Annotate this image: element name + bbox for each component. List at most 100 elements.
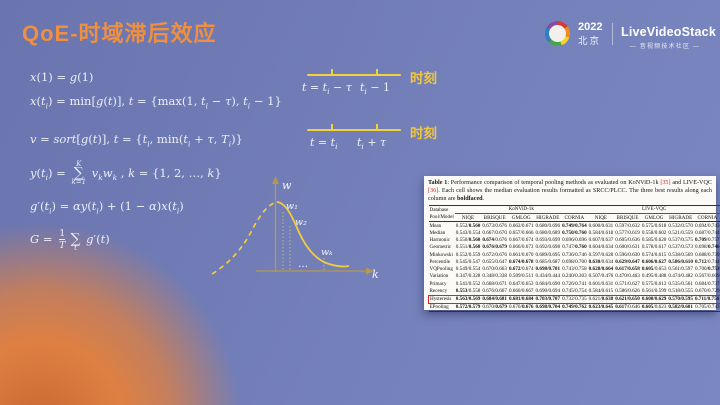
table-cell: 0.597/0.628 <box>588 251 614 258</box>
table-cell: 0.600/0.629 <box>640 294 668 304</box>
timeline-end-label: ti + τ <box>357 136 387 152</box>
table-cell: 0.661/0.670 <box>508 251 534 258</box>
table-cell: 0.561/0.599 <box>641 287 667 294</box>
table-cell: 0.703/0.707 <box>534 294 562 304</box>
table-cell: 0.747/0.760 <box>562 244 587 251</box>
results-table-head: Database KoNViD-1k LIVE-VQC Pool/Model NIQE B… <box>428 205 720 223</box>
table-cell: 0.692/0.698 <box>535 244 561 251</box>
table-cell: 0.700/0.753 <box>695 266 720 273</box>
table-cell: 0.563/0.569 <box>454 294 482 304</box>
plot-ylabel: w <box>282 179 292 192</box>
table-cell: 0.434/0.444 <box>535 273 561 280</box>
table-cell: 0.575/0.618 <box>641 222 667 229</box>
table-row: VQPooling 0.549/0.554 0.670/0.663 0.672/0.6… <box>429 266 720 273</box>
table-cell: 0.712/0.744 <box>695 258 720 265</box>
timeline-line <box>307 74 401 76</box>
col-header: NIQE <box>454 213 482 223</box>
table-cell: 0.572/0.579 <box>454 303 482 313</box>
row-label: Minkowski <box>429 251 453 258</box>
table-cell: 0.495/0.488 <box>641 273 667 280</box>
table-row: Mean 0.552/0.560 0.673/0.676 0.662/0.671 0.6… <box>429 222 720 230</box>
timeline-start-label: t = ti <box>310 136 338 152</box>
table-cell: 0.571/0.627 <box>615 280 640 287</box>
table-cell: 0.688/0.739 <box>695 251 720 258</box>
table-cell: 0.685/0.687 <box>535 258 561 265</box>
table-cell: 0.509/0.511 <box>509 273 534 280</box>
table-row: Hysteresis 0.563/0.569 0.684/0.681 0.681/0.… <box>427 294 720 304</box>
results-table: Database KoNViD-1k LIVE-VQC Pool/Model NIQE B… <box>427 205 720 313</box>
formula-v-sort: v = sort[g(t)], t = {ti, min(ti + τ, Ti)… <box>30 132 243 149</box>
conference-year: 2022 <box>578 21 603 33</box>
table-cell: 0.606/0.627 <box>641 258 667 265</box>
x-axis-arrow-icon <box>366 267 374 275</box>
table-cell: 0.582/0.601 <box>667 303 694 313</box>
table-row: Geometric 0.551/0.560 0.676/0.679 0.666/0.6… <box>429 244 720 251</box>
row-label: Harmonic <box>429 237 451 244</box>
table-cell: 0.621/0.650 <box>614 294 641 304</box>
y-axis-arrow-icon <box>272 176 279 184</box>
table-cell: 0.662/0.671 <box>508 222 534 229</box>
table-cell: 0.684/0.681 <box>481 294 508 304</box>
table-cell: 0.673/0.676 <box>482 222 507 229</box>
table-cell: 0.474/0.482 <box>668 273 693 280</box>
table-cell: 0.672/0.676 <box>482 251 507 258</box>
table-cell: 0.347/0.328 <box>455 273 481 280</box>
table-cell: 0.689/0.695 <box>535 251 561 258</box>
table-cell: 0.709/0.757 <box>695 237 720 244</box>
table-cell: 0.660/0.667 <box>508 287 534 294</box>
table-cell: 0.521/0.559 <box>668 230 693 237</box>
row-label: Mean <box>429 222 442 229</box>
table-cell: 0.604/0.634 <box>588 244 614 251</box>
table-cell: 0.666/0.673 <box>508 244 534 251</box>
row-label: Variation <box>429 273 449 280</box>
table-cell: 0.586/0.610 <box>668 258 693 265</box>
table-cell: 0.667/0.674 <box>508 237 534 244</box>
table-cell: 0.470/0.463 <box>615 273 640 280</box>
table-cell: 0.551/0.560 <box>455 244 481 251</box>
row-label: Median <box>429 230 446 237</box>
table-cell: 0.605/0.623 <box>640 303 668 313</box>
table-cell: 0.687/0.744 <box>695 230 720 237</box>
table-cell: 0.736/0.746 <box>562 251 587 258</box>
table-cell: 0.705/0.743 <box>693 303 720 313</box>
table-cell: 0.617/0.646 <box>614 303 641 313</box>
table-cell: 0.630/0.634 <box>588 258 614 265</box>
table-cell: 0.670/0.676 <box>507 303 535 313</box>
table-cell: 0.684/0.690 <box>535 280 561 287</box>
results-table-body: Mean 0.552/0.560 0.673/0.676 0.662/0.671 0.6… <box>427 222 720 313</box>
col-header: BRISQUE <box>481 213 508 223</box>
table-cell: 0.535/0.561 <box>668 280 693 287</box>
table-cell: 0.680/0.696 <box>535 222 561 229</box>
table-cell: 0.553/0.558 <box>455 287 481 294</box>
table-cell: 0.629/0.647 <box>615 258 640 265</box>
table-cell: 0.680/0.689 <box>535 230 561 237</box>
slide-title: QoE-时域滞后效应 <box>22 21 217 46</box>
table-cell: 0.597/0.632 <box>615 222 640 229</box>
table-cell: 0.693/0.699 <box>535 237 561 244</box>
table-cell: 0.605/0.636 <box>615 237 640 244</box>
timeline-tick <box>376 69 378 75</box>
group-header: Database <box>429 206 449 213</box>
curve-solid-decay <box>276 201 350 268</box>
table-cell: 0.621/0.638 <box>587 294 615 304</box>
table-cell: 0.655/0.647 <box>482 258 507 265</box>
table-cell: 0.518/0.555 <box>668 287 693 294</box>
logo-divider <box>612 23 613 45</box>
table-row: Median 0.543/0.554 0.667/0.670 0.657/0.666 0… <box>429 230 720 237</box>
table-cell: 0.670/0.729 <box>695 287 720 294</box>
table-cell: 0.605/0.653 <box>641 266 667 273</box>
table-cell: 0.698/0.700 <box>562 258 587 265</box>
group-header: KoNViD-1k <box>454 205 588 215</box>
table-cell: 0.745/0.754 <box>562 287 587 294</box>
table-row: Recency 0.553/0.558 0.676/0.667 0.660/0.667… <box>429 287 720 295</box>
table-cell: 0.570/0.595 <box>667 294 694 304</box>
table-cell: 0.577/0.619 <box>615 230 640 237</box>
table-cell: 0.684/0.737 <box>695 280 720 287</box>
table-cell: 0.532/0.570 <box>668 222 693 229</box>
table-cell: 0.537/0.573 <box>668 244 693 251</box>
table-caption: Table 1: Performance comparison of tempo… <box>428 180 712 202</box>
table-cell: 0.584/0.618 <box>588 230 614 237</box>
row-label: Percentile <box>429 258 451 265</box>
